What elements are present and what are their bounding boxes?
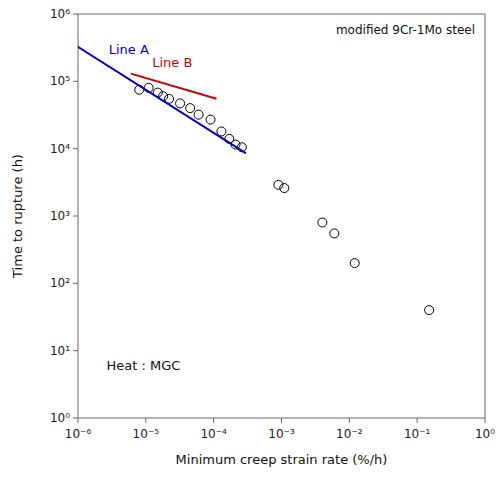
point <box>206 115 215 124</box>
y-tick <box>73 81 78 82</box>
x-tick <box>349 418 350 423</box>
annotation: modified 9Cr-1Mo steel <box>336 23 475 37</box>
chart: 10⁻⁶ 10⁻⁵ 10⁻⁴ 10⁻³ 10⁻² 10⁻¹ 10⁰ 10⁰ 10¹ 10² 10³ 1… <box>0 0 500 478</box>
x-tick <box>485 418 486 423</box>
x-tick-label: 10⁻³ <box>268 427 295 441</box>
point <box>176 99 185 108</box>
y-tick <box>73 148 78 149</box>
x-tick <box>213 418 214 423</box>
point <box>425 306 434 315</box>
labels: Line ALine B modified 9Cr-1Mo steel Heat :… <box>106 23 475 373</box>
point <box>194 110 203 119</box>
line <box>78 37 246 153</box>
x-tick-label: 10⁻² <box>336 427 363 441</box>
annotation: Heat : MGC <box>106 358 180 373</box>
y-tick <box>73 350 78 351</box>
y-tick-label: 10⁶ <box>50 7 70 21</box>
y-tick <box>73 283 78 284</box>
x-tick-label: 10⁻⁶ <box>65 427 92 441</box>
line-label: Line A <box>109 42 149 57</box>
y-tick <box>73 14 78 15</box>
x-tick <box>145 418 146 423</box>
plot-data <box>78 37 434 314</box>
y-tick-label: 10⁰ <box>50 411 70 425</box>
y-tick-label: 10³ <box>50 209 70 223</box>
x-tick <box>78 418 79 423</box>
y-tick <box>73 216 78 217</box>
x-tick <box>281 418 282 423</box>
point <box>318 218 327 227</box>
y-tick <box>73 418 78 419</box>
x-tick-label: 10⁻⁴ <box>200 427 227 441</box>
point <box>186 104 195 113</box>
y-tick-label: 10² <box>50 276 70 290</box>
plot-frame <box>78 14 485 418</box>
line <box>131 74 217 99</box>
line-label: Line B <box>152 55 192 70</box>
y-tick-label: 10⁵ <box>50 74 70 88</box>
point <box>330 229 339 238</box>
x-tick-label: 10⁰ <box>475 427 495 441</box>
x-axis-label: Minimum creep strain rate (%/h) <box>176 452 388 467</box>
point <box>280 184 289 193</box>
x-tick-label: 10⁻¹ <box>404 427 431 441</box>
y-tick-label: 10⁴ <box>50 142 70 156</box>
y-axis-label: Time to rupture (h) <box>10 154 25 279</box>
point <box>350 259 359 268</box>
y-tick-label: 10¹ <box>50 344 70 358</box>
x-tick-label: 10⁻⁵ <box>133 427 160 441</box>
x-tick <box>417 418 418 423</box>
